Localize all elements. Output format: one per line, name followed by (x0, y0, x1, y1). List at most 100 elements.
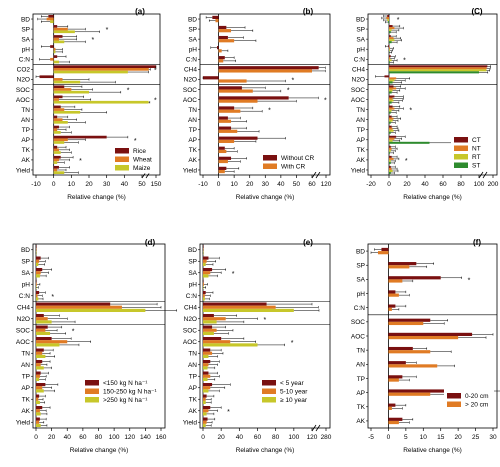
category-label: SOC (183, 328, 197, 335)
bar (36, 245, 37, 249)
bar (203, 366, 208, 370)
bar (218, 96, 289, 100)
bar (53, 98, 59, 101)
bar (215, 19, 219, 23)
x-tick-label: 40 (121, 181, 129, 188)
bar (389, 27, 395, 30)
bar (389, 49, 390, 52)
significance-star: * (134, 138, 137, 145)
category-label: pH (189, 282, 198, 289)
category-label: SP (21, 259, 30, 266)
bar (218, 129, 238, 133)
bar (203, 400, 206, 404)
bar (53, 125, 59, 129)
bar (36, 331, 51, 335)
legend: < 5 year 5-10 year≥ 10 year (259, 376, 327, 406)
bar (381, 247, 389, 252)
panel-label: (b) (303, 7, 314, 16)
x-tick-label: 20 (403, 181, 411, 188)
bar (203, 351, 213, 355)
category-label: N2O (17, 77, 30, 84)
significance-star: * (227, 409, 230, 416)
bar (389, 151, 390, 154)
bar (36, 366, 44, 370)
bar (389, 157, 394, 160)
category-label: pH (189, 47, 198, 54)
category-label: SP (188, 26, 197, 33)
bar (218, 35, 228, 40)
category-label: SOC (16, 87, 30, 94)
legend: <150 kg N ha⁻¹ 150-250 kg N ha⁻¹>250 kg N… (82, 376, 162, 406)
significance-star: * (292, 77, 295, 84)
x-tick-label: 80 (272, 434, 280, 441)
category-label: N2O (352, 77, 365, 84)
category-label: AK (21, 157, 30, 164)
bar (36, 297, 39, 301)
plot-frame (32, 13, 161, 176)
x-tick-label: 150 (151, 181, 162, 188)
x-axis-label: Relative change (%) (70, 447, 129, 454)
bar (387, 15, 389, 18)
bar (389, 121, 391, 124)
bar (218, 56, 225, 60)
bar (203, 420, 207, 424)
category-label: pH (22, 47, 31, 54)
category-label: BD (188, 16, 197, 23)
x-tick-label: 60 (79, 434, 87, 441)
x-tick-label: 50 (293, 181, 301, 188)
category-label: SP (21, 26, 30, 33)
x-tick-label: 100 (474, 181, 485, 188)
bar (388, 417, 403, 421)
bar (203, 308, 294, 312)
bar (36, 406, 43, 410)
bar (218, 166, 227, 170)
plot-frame (199, 243, 331, 429)
bar (218, 89, 253, 93)
bar (53, 27, 68, 31)
category-label: TN (356, 347, 365, 354)
category-label: C:N (19, 293, 31, 300)
x-tick-label: 10 (68, 181, 76, 188)
bar (217, 46, 219, 50)
bar (36, 314, 44, 318)
x-tick-label: 5 (404, 434, 408, 441)
bar (203, 377, 208, 381)
x-tick-label: 40 (421, 181, 429, 188)
category-label: AK (188, 408, 197, 415)
bar (218, 136, 258, 140)
category-label: BD (356, 248, 365, 255)
category-label: CH4 (184, 67, 197, 74)
bar (389, 117, 394, 120)
bar (389, 99, 394, 102)
axis-break (478, 171, 484, 179)
bar (36, 363, 41, 367)
bar (203, 386, 211, 390)
bar (388, 403, 396, 407)
x-tick-label: 20 (218, 434, 226, 441)
bar (53, 128, 58, 132)
x-tick-label: 50 (138, 181, 146, 188)
bar (48, 15, 54, 18)
category-label: AN (188, 117, 197, 124)
x-tick-label: 30 (103, 181, 111, 188)
bar (203, 397, 206, 401)
significance-star: * (154, 98, 157, 105)
panel-4: 0 20 40 60 80 100 120 280 Relative change (%) (e)… (183, 238, 332, 454)
bar (389, 141, 430, 144)
bar (389, 119, 393, 122)
bar (389, 79, 395, 82)
bar (203, 363, 209, 367)
bar (389, 47, 390, 50)
bar (389, 169, 393, 172)
category-label: AP (356, 137, 365, 144)
bar (388, 406, 392, 410)
bar (389, 31, 391, 34)
bar (53, 145, 58, 149)
bar (389, 167, 392, 170)
bar (203, 248, 204, 252)
category-label: C:N (186, 57, 198, 64)
bar (203, 423, 206, 427)
bar (50, 20, 54, 24)
bar (203, 302, 267, 306)
bar (389, 145, 391, 148)
